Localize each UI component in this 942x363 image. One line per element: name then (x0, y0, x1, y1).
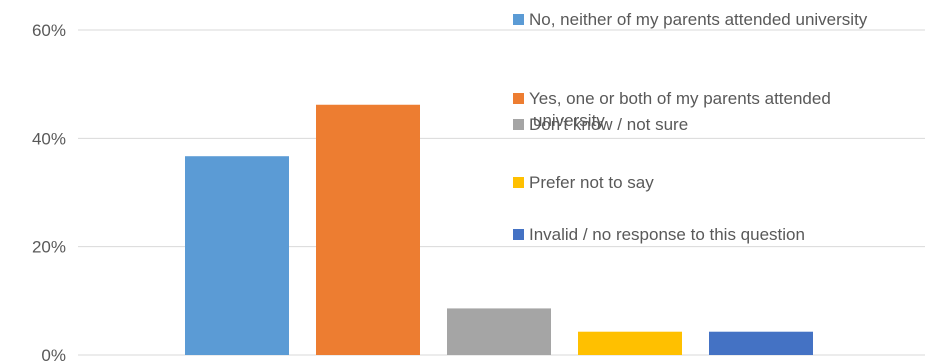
legend-swatch-5 (513, 229, 524, 240)
legend-swatch-4 (513, 177, 524, 188)
legend-label-line: university (533, 111, 605, 130)
bars (185, 104, 813, 355)
legend-label-4: Prefer not to say (529, 173, 654, 192)
legend-swatch-2 (513, 93, 524, 104)
bar-5 (709, 331, 813, 355)
bar-3 (447, 308, 551, 355)
bar-1 (185, 156, 289, 355)
bar-2 (316, 104, 420, 355)
legend-swatch-3 (513, 119, 524, 130)
y-tick-label: 40% (32, 129, 66, 148)
legend-label-2: Yes, one or both of my parents attended u… (529, 89, 831, 130)
y-tick-label: 0% (41, 346, 66, 363)
legend-swatch-1 (513, 14, 524, 25)
y-tick-label: 20% (32, 238, 66, 257)
legend-label-line: Yes, one or both of my parents attended (529, 89, 831, 108)
legend: No, neither of my parents attended unive… (513, 10, 868, 244)
y-axis: 0% 20% 40% 60% (32, 21, 66, 363)
y-tick-label: 60% (32, 21, 66, 40)
bar-4 (578, 331, 682, 355)
legend-label-5: Invalid / no response to this question (529, 225, 805, 244)
legend-label-1: No, neither of my parents attended unive… (529, 10, 868, 29)
legend-label-3: Don't know / not sure (529, 115, 688, 134)
